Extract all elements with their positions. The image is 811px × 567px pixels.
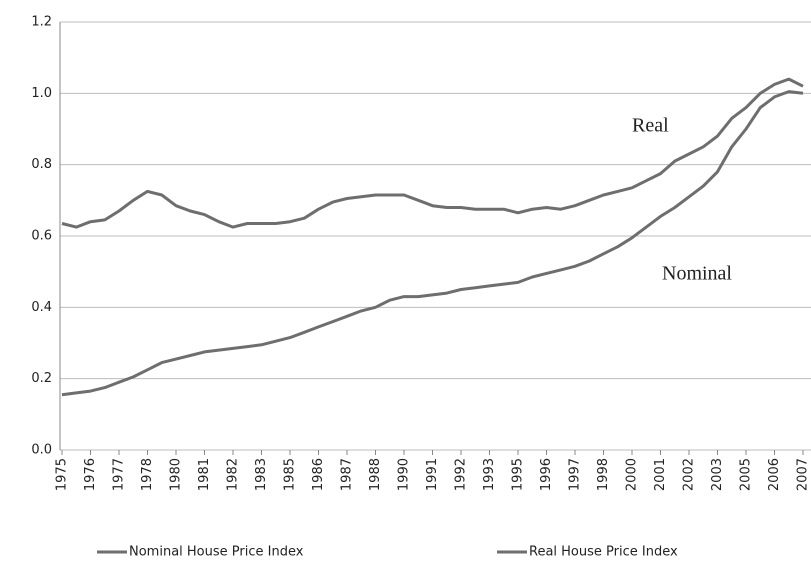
legend-label: Nominal House Price Index (129, 545, 304, 560)
x-tick-label: 2003 (710, 458, 725, 491)
y-tick-label: 0.4 (31, 300, 52, 315)
y-tick-label: 1.0 (31, 86, 52, 101)
annotation: Nominal (662, 263, 732, 285)
y-tick-label: 0.0 (31, 443, 52, 458)
x-tick-label: 1976 (83, 458, 98, 491)
series-line (61, 77, 804, 229)
x-tick-label: 1998 (596, 458, 611, 491)
annotation: Real (632, 115, 669, 137)
x-tick-label: 1990 (397, 458, 412, 491)
x-tick-label: 1982 (226, 458, 241, 491)
x-tick-label: 2002 (682, 458, 697, 491)
x-tick-label: 1986 (311, 458, 326, 491)
x-tick-label: 1988 (368, 458, 383, 491)
x-tick-label: 2000 (625, 458, 640, 491)
x-tick-label: 1983 (254, 458, 269, 491)
x-tick-label: 1975 (55, 458, 70, 491)
y-tick-label: 0.2 (31, 371, 52, 386)
x-tick-label: 1993 (482, 458, 497, 491)
x-tick-label: 1996 (539, 458, 554, 491)
x-tick-label: 2007 (796, 458, 811, 491)
x-tick-label: 1978 (140, 458, 155, 491)
x-tick-label: 1981 (197, 458, 212, 491)
y-tick-label: 0.6 (31, 229, 52, 244)
x-tick-label: 1987 (340, 458, 355, 491)
x-tick-label: 1992 (454, 458, 469, 491)
x-tick-label: 1991 (425, 458, 440, 491)
x-tick-label: 1980 (169, 458, 184, 491)
legend-label: Real House Price Index (529, 545, 678, 560)
x-tick-label: 1995 (511, 458, 526, 491)
x-tick-label: 1977 (112, 458, 127, 491)
x-tick-label: 2005 (739, 458, 754, 491)
y-tick-label: 1.2 (31, 15, 52, 30)
x-tick-label: 1985 (283, 458, 298, 491)
x-tick-label: 2006 (767, 458, 782, 491)
series-line (61, 90, 804, 397)
x-tick-label: 1997 (568, 458, 583, 491)
y-tick-label: 0.8 (31, 157, 52, 172)
x-tick-label: 2001 (653, 458, 668, 491)
